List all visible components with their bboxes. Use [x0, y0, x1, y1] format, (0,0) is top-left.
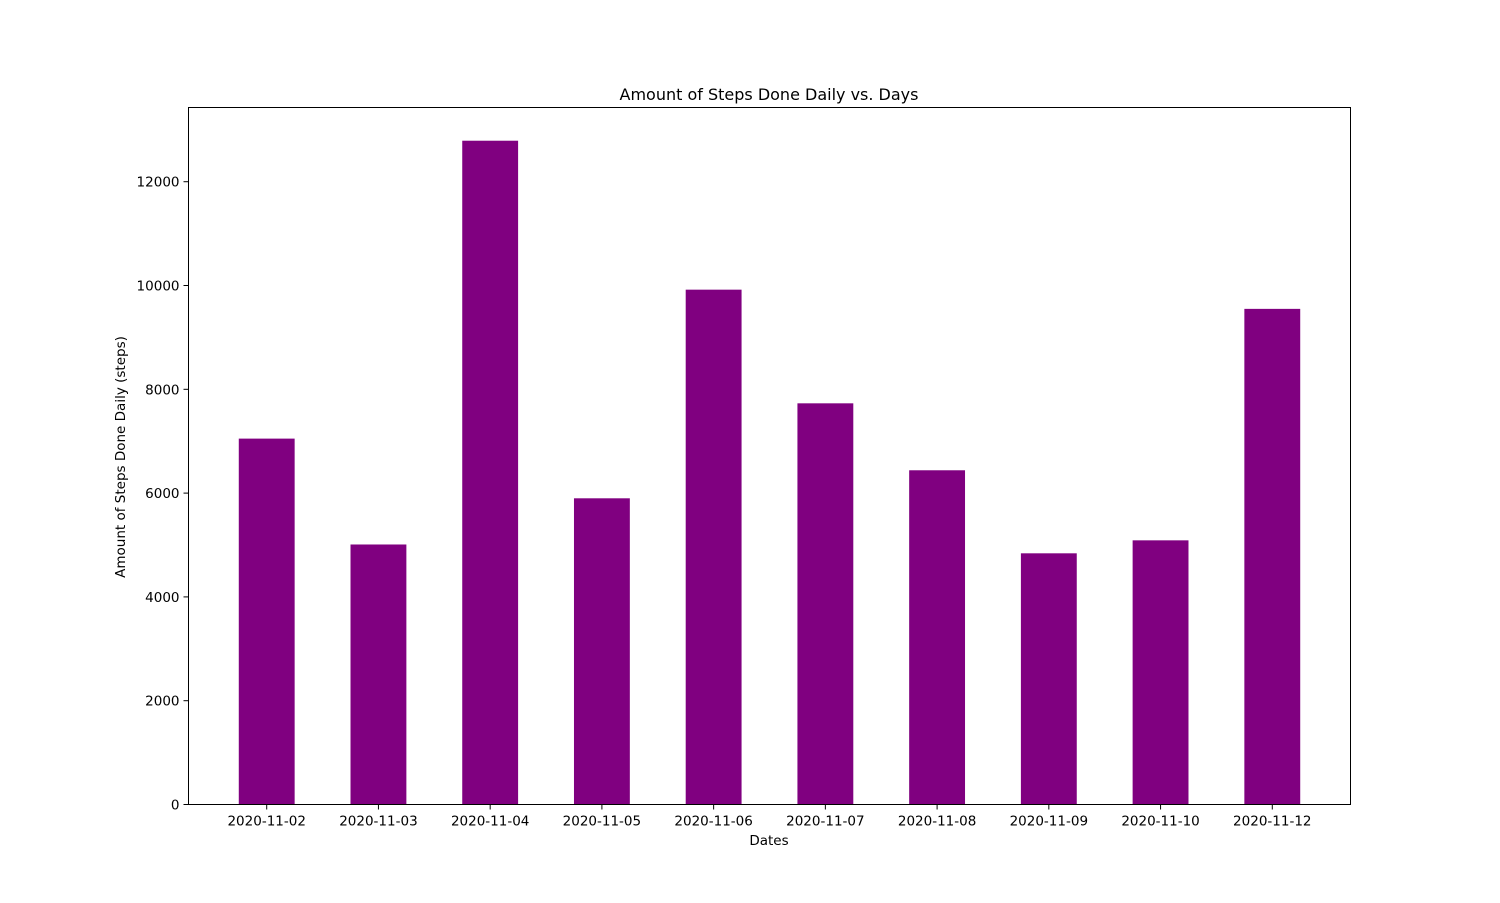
x-tick-label: 2020-11-12: [1233, 814, 1311, 830]
bar-2020-11-12: [1244, 308, 1301, 805]
bars-group: [238, 140, 1301, 805]
x-axis-title: Dates: [749, 833, 788, 849]
x-tick-label: 2020-11-08: [898, 814, 976, 830]
bar-2020-11-04: [462, 140, 519, 805]
chart-title: Amount of Steps Done Daily vs. Days: [620, 85, 919, 104]
bar-2020-11-07: [797, 403, 854, 805]
bar-2020-11-03: [350, 544, 407, 805]
x-tick-label: 2020-11-02: [227, 814, 305, 830]
y-tick-label: 12000: [137, 175, 180, 191]
bar-2020-11-02: [238, 438, 295, 805]
bar-2020-11-10: [1132, 540, 1189, 805]
bar-2020-11-06: [685, 289, 742, 805]
x-tick-label: 2020-11-06: [674, 814, 752, 830]
x-tick-label: 2020-11-10: [1121, 814, 1199, 830]
x-tick-label: 2020-11-04: [451, 814, 529, 830]
x-tick-label: 2020-11-09: [1010, 814, 1088, 830]
y-tick-label: 8000: [145, 382, 179, 398]
x-tick-label: 2020-11-03: [339, 814, 417, 830]
x-axis-ticks: 2020-11-02 2020-11-03 2020-11-04 2020-11-05…: [227, 804, 1312, 830]
y-tick-label: 0: [171, 798, 180, 814]
y-tick-label: 4000: [145, 590, 179, 606]
bar-2020-11-09: [1020, 553, 1077, 805]
y-tick-label: 2000: [145, 694, 179, 710]
plot-frame: [188, 107, 1351, 805]
bar-2020-11-05: [573, 498, 630, 805]
y-axis-ticks: 0 2000 4000 6000 8000 10000 12000: [137, 175, 189, 814]
x-tick-label: 2020-11-05: [563, 814, 641, 830]
x-tick-label: 2020-11-07: [786, 814, 864, 830]
y-tick-label: 10000: [137, 279, 180, 295]
y-axis-title: Amount of Steps Done Daily (steps): [113, 336, 129, 578]
bar-2020-11-08: [909, 470, 966, 805]
y-tick-label: 6000: [145, 486, 179, 502]
